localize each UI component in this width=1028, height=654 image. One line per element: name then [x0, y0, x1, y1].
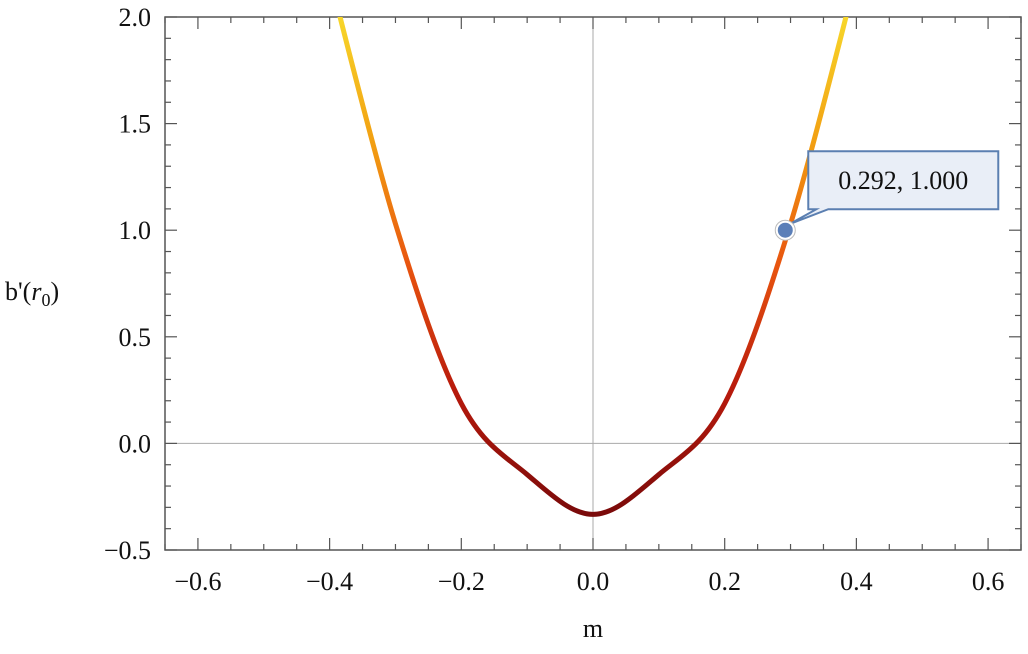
x-tick-label: 0.0: [577, 567, 610, 596]
annotations: 0.292, 1.000: [774, 150, 1000, 241]
y-axis-title-prefix: b'(: [5, 277, 31, 306]
y-tick-label: 1.5: [119, 110, 152, 139]
y-tick-label: 0.0: [119, 429, 152, 458]
tick-marks: [164, 16, 1022, 551]
y-axis-title-suffix: ): [50, 277, 59, 306]
callout-label: 0.292, 1.000: [838, 166, 968, 195]
y-tick-labels: −0.5 0.0 0.5 1.0 1.5 2.0: [104, 3, 151, 565]
y-axis-title-var: r: [31, 277, 42, 306]
callout-box: [788, 150, 1000, 226]
y-axis-title: b'(r0): [5, 277, 59, 310]
y-tick-label: −0.5: [104, 536, 151, 565]
x-tick-label: 0.2: [708, 567, 741, 596]
x-tick-label: 0.4: [840, 567, 873, 596]
x-tick-labels: −0.6 −0.4 −0.2 0.0 0.2 0.4 0.6: [174, 567, 1004, 596]
y-tick-label: 0.5: [119, 323, 152, 352]
y-axis-title-sub: 0: [41, 290, 50, 310]
x-tick-label: −0.4: [306, 567, 353, 596]
y-tick-label: 2.0: [119, 3, 152, 32]
data-point-marker[interactable]: [777, 222, 793, 238]
y-tick-label: 1.0: [119, 216, 152, 245]
x-tick-label: −0.6: [174, 567, 221, 596]
x-tick-label: 0.6: [972, 567, 1005, 596]
x-tick-label: −0.2: [438, 567, 485, 596]
zero-lines: [165, 17, 1021, 550]
x-axis-title: m: [583, 614, 603, 643]
